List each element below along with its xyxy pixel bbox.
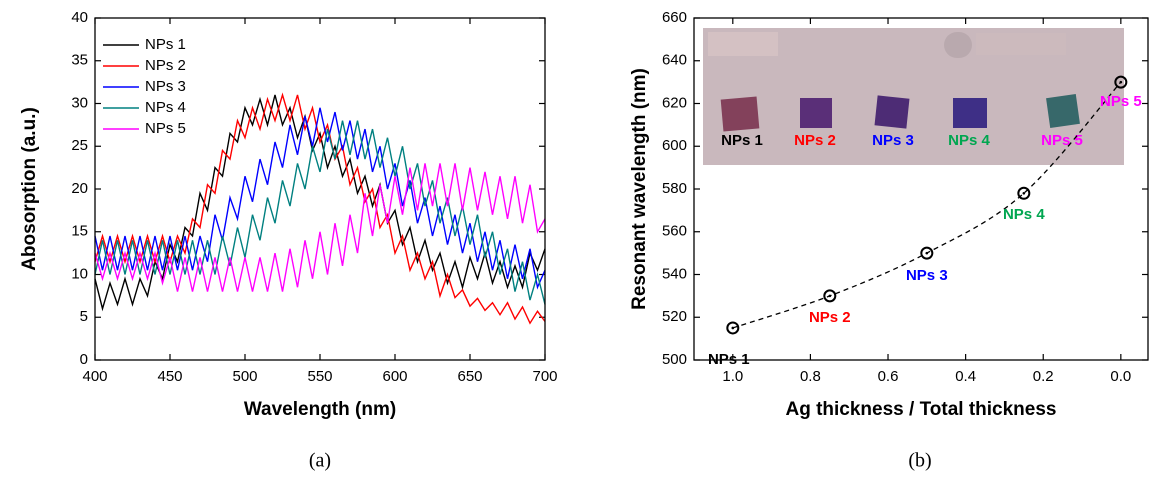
x-tick-label: 700 [532,368,557,385]
y-tick-label: 520 [662,308,687,325]
sample-square [874,95,910,129]
x-tick-label: 600 [382,368,407,385]
data-point-center [828,294,832,298]
y-tick-label: 580 [662,180,687,197]
sample-square [1046,94,1080,128]
x-tick-label: 0.2 [1033,368,1054,385]
legend-label: NPs 3 [145,78,186,95]
legend-label: NPs 1 [145,36,186,53]
y-tick-label: 0 [80,351,88,368]
y-tick-label: 30 [71,94,88,111]
plot-frame [693,17,1149,361]
point-label: NPs 2 [809,309,851,326]
sample-square [720,96,760,132]
y-tick-label: 35 [71,52,88,69]
series-line [94,94,546,312]
caption: (b) [908,450,931,472]
sample-square [953,98,987,128]
y-tick-label: 20 [71,180,88,197]
photo-stamp [708,32,778,56]
data-point-center [925,251,929,255]
y-tick-label: 500 [662,351,687,368]
photo-emblem [944,32,972,58]
caption: (a) [309,450,331,472]
inset-label: NPs 3 [872,132,914,149]
x-tick-label: 0.0 [1110,368,1131,385]
inset-photo: NPs 1 NPs 2 NPs 3 NPs 4 NPs 5 [703,28,1124,165]
y-tick-label: 540 [662,265,687,282]
data-point-center [731,326,735,330]
plot-frame [94,17,546,361]
y-axis-title: Abosorption (a.u.) [19,107,40,271]
series-line [94,92,546,325]
data-point [920,246,934,260]
x-tick-label: 550 [307,368,332,385]
data-point [1114,75,1128,89]
x-tick-label: 650 [457,368,482,385]
x-tick-label: 500 [232,368,257,385]
y-tick-label: 40 [71,9,88,26]
x-tick-label: 1.0 [722,368,743,385]
series-line [94,163,546,292]
y-tick-label: 660 [662,9,687,26]
y-tick-label: 10 [71,265,88,282]
inset-label: NPs 4 [948,132,990,149]
x-axis-title: Ag thickness / Total thickness [785,399,1056,420]
x-tick-label: 0.6 [878,368,899,385]
series-line [94,120,546,305]
x-tick-label: 400 [82,368,107,385]
point-label: NPs 3 [906,267,948,284]
x-tick-label: 450 [157,368,182,385]
data-point [726,321,740,335]
y-tick-label: 640 [662,52,687,69]
point-label: NPs 4 [1003,206,1045,223]
x-axis-title: Wavelength (nm) [244,399,396,420]
x-tick-label: 0.8 [800,368,821,385]
data-point-center [1119,80,1123,84]
inset-label: NPs 1 [721,132,763,149]
legend-label: NPs 2 [145,57,186,74]
y-tick-label: 15 [71,223,88,240]
series-line [94,107,546,290]
data-point [1017,186,1031,200]
y-tick-label: 620 [662,94,687,111]
y-axis-title: Resonant wavelength (nm) [629,68,650,310]
legend-label: NPs 5 [145,120,186,137]
sample-square [800,98,832,128]
point-label: NPs 5 [1100,93,1142,110]
legend-label: NPs 4 [145,99,186,116]
x-tick-label: 0.4 [955,368,976,385]
photo-stamp [976,33,1066,55]
y-tick-label: 560 [662,223,687,240]
y-tick-label: 25 [71,137,88,154]
y-tick-label: 5 [80,308,88,325]
inset-label: NPs 2 [794,132,836,149]
data-point [823,289,837,303]
y-tick-label: 600 [662,137,687,154]
data-point-center [1022,191,1026,195]
inset-label: NPs 5 [1041,132,1083,149]
